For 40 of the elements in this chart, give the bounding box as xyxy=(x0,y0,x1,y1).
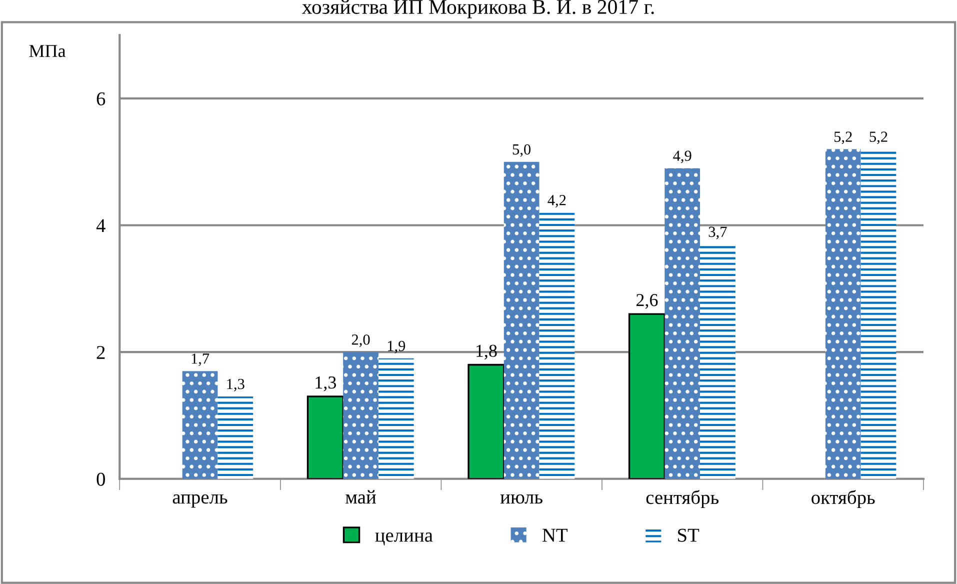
data-label: 5,2 xyxy=(834,132,852,144)
data-label: 1,3 xyxy=(316,376,336,392)
bar xyxy=(343,352,378,479)
bar xyxy=(664,168,700,479)
bar xyxy=(504,162,540,479)
data-label: 3,7 xyxy=(708,226,727,240)
data-label: 1,7 xyxy=(192,354,210,366)
x-tick-label: апрель xyxy=(172,494,228,508)
data-label: 1,8 xyxy=(476,344,497,360)
data-label: 4,9 xyxy=(673,150,692,164)
bar xyxy=(218,396,254,479)
bar xyxy=(539,212,575,479)
y-tick-label: 0 xyxy=(96,472,105,486)
bar xyxy=(378,358,414,479)
data-label: 2,0 xyxy=(352,334,370,347)
bar xyxy=(860,149,896,479)
x-tick-label: октябрь xyxy=(812,490,875,508)
x-tick-label: май xyxy=(346,490,376,504)
data-label: 5,0 xyxy=(512,144,531,157)
data-label: 1,3 xyxy=(227,378,244,392)
legend-label: ST xyxy=(678,528,700,542)
bar xyxy=(700,244,736,479)
bar xyxy=(628,313,666,479)
data-label: 1,9 xyxy=(388,340,406,354)
x-tick-label: июль xyxy=(500,494,542,504)
data-label: 4,2 xyxy=(548,195,566,208)
legend-label: целина xyxy=(375,532,433,546)
y-tick-label: 6 xyxy=(96,92,106,106)
y-tick-label: 4 xyxy=(96,219,106,232)
bar xyxy=(306,396,344,479)
chart-title: хозяйства ИП Мокрикова В. И. в 2017 г. xyxy=(302,0,654,18)
y-tick-label: 2 xyxy=(96,346,105,359)
bar xyxy=(182,371,218,479)
bar xyxy=(468,364,505,479)
data-label: 5,2 xyxy=(870,132,888,144)
legend-label: NT xyxy=(542,528,568,542)
y-axis-title: МПа xyxy=(29,45,66,58)
x-tick-label: сентябрь xyxy=(646,490,719,508)
data-label: 2,6 xyxy=(636,294,658,309)
bar xyxy=(825,149,861,479)
